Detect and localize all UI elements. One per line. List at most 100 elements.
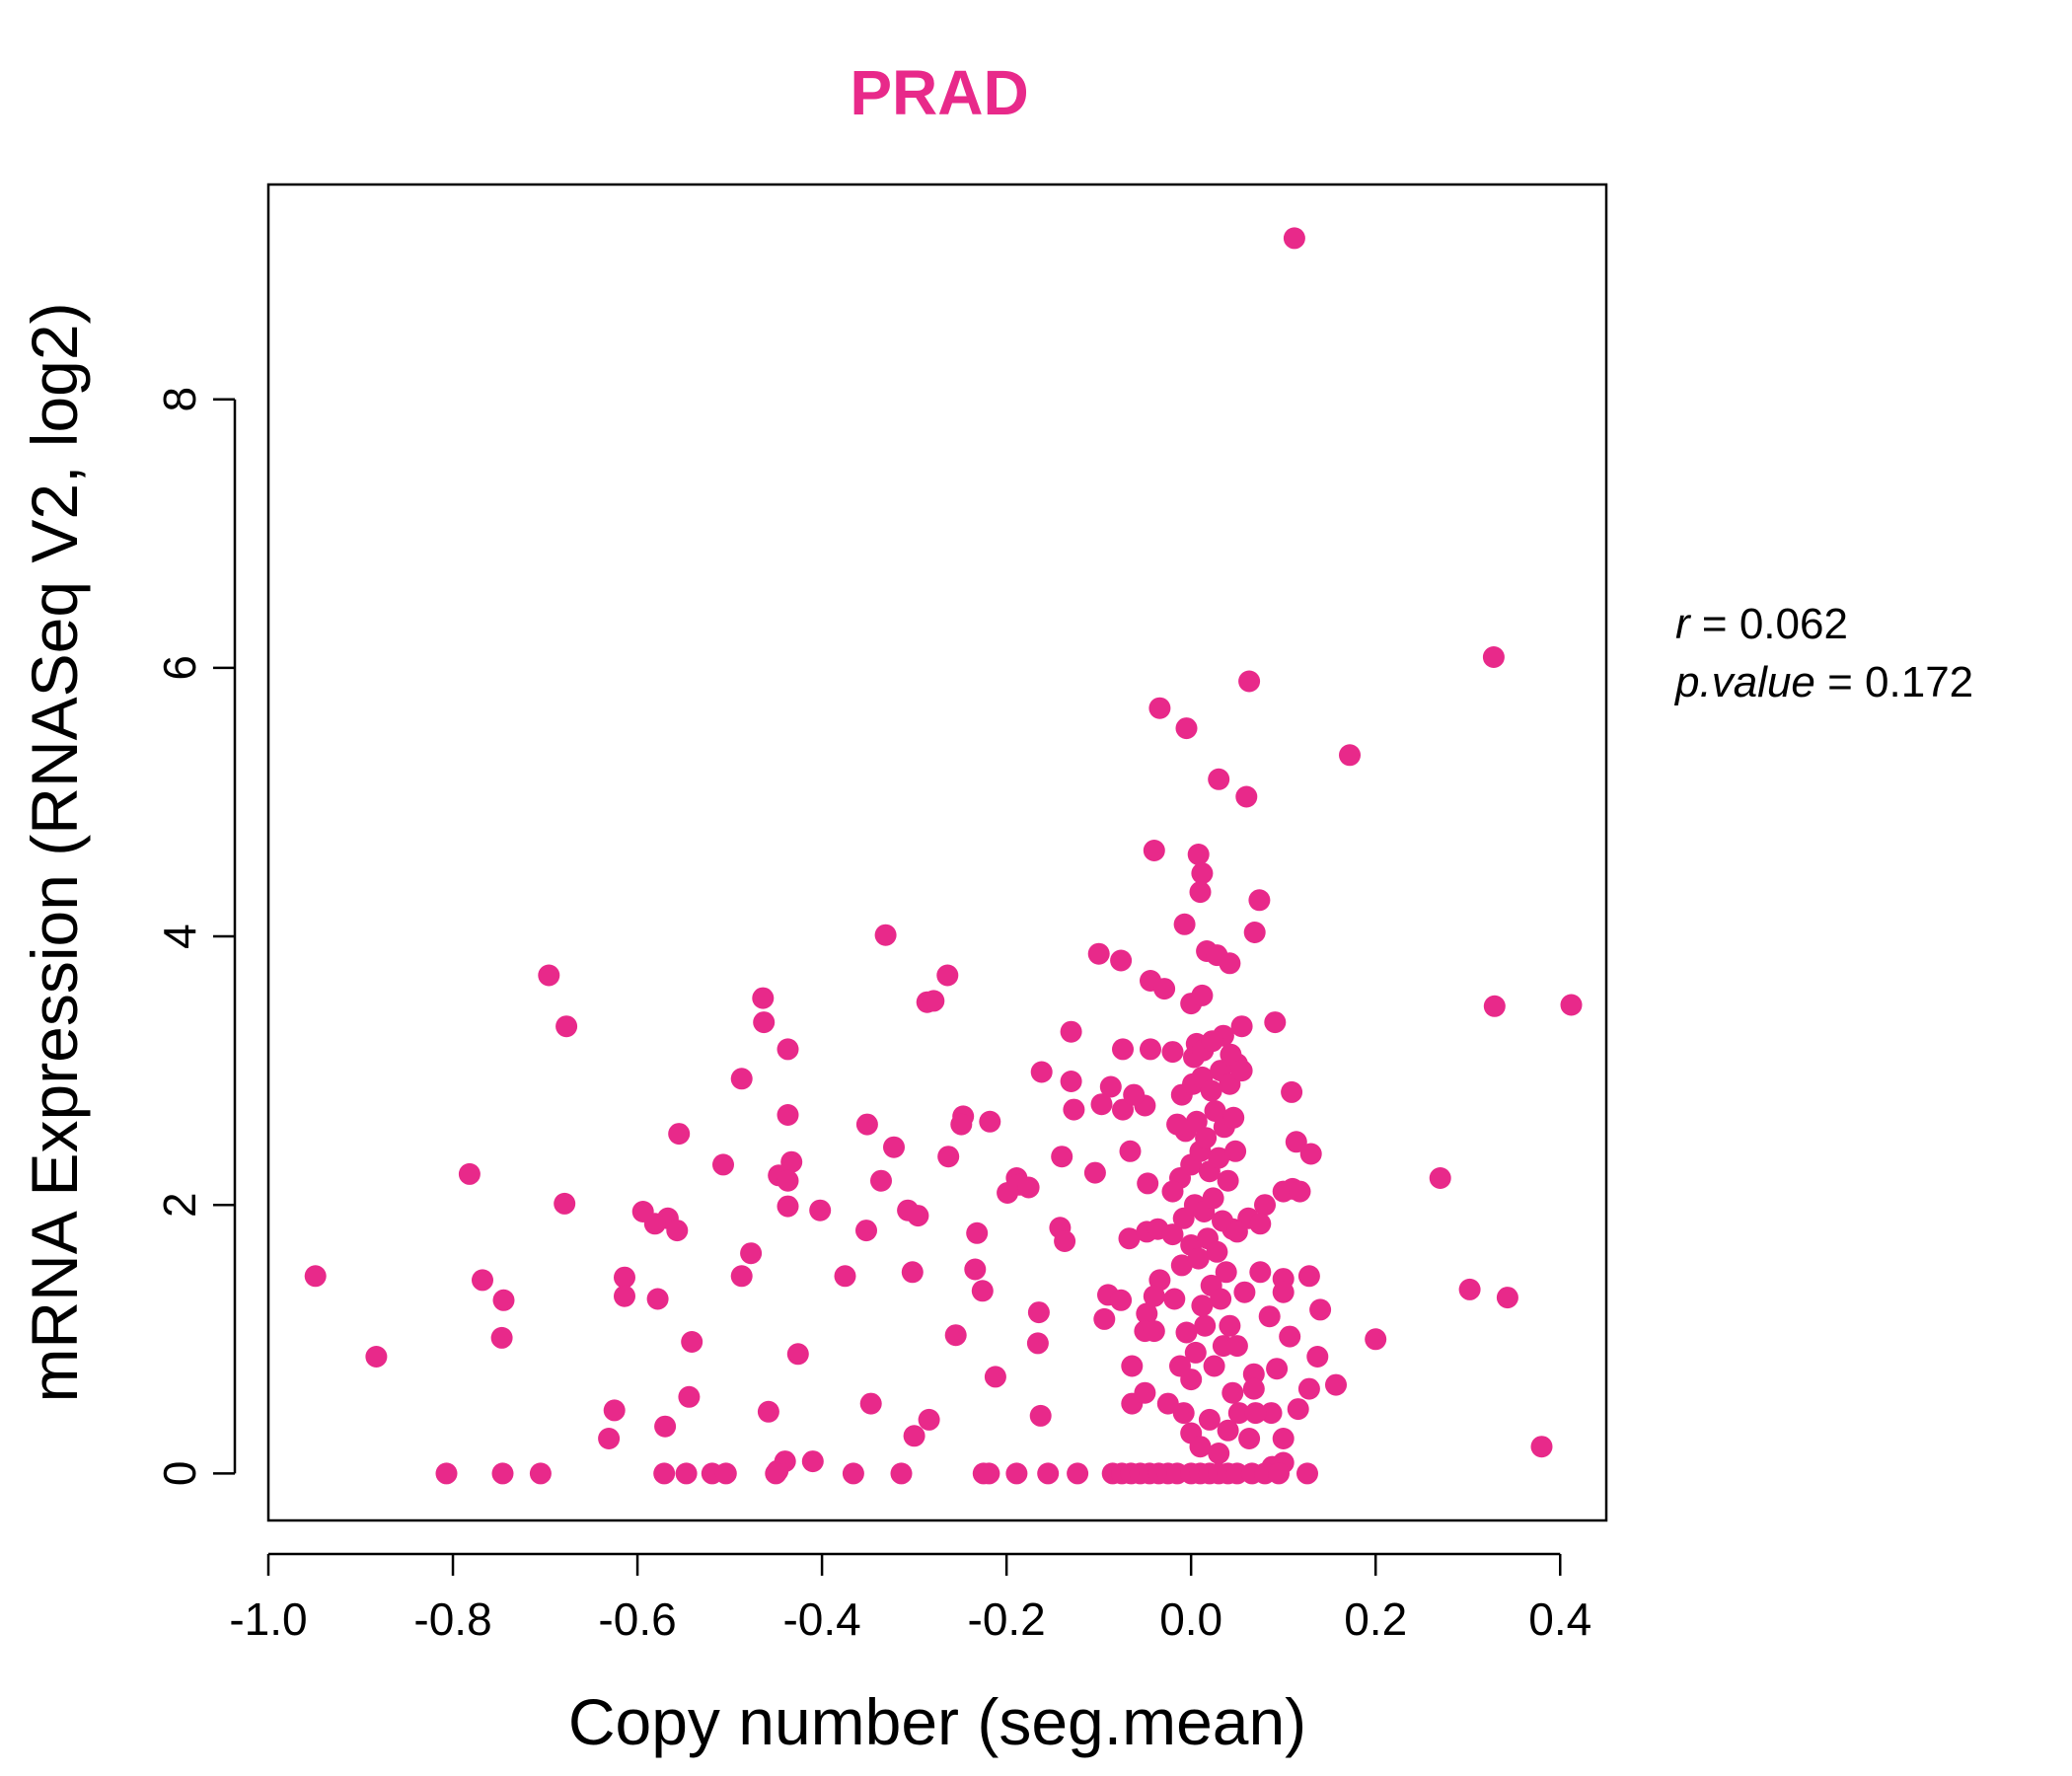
data-point <box>1143 840 1165 861</box>
r-equals: = <box>1690 600 1739 648</box>
data-point <box>1208 1147 1230 1169</box>
data-point <box>1153 978 1176 1000</box>
y-tick-label: 8 <box>154 387 205 412</box>
data-point <box>1210 1288 1232 1310</box>
data-point <box>1217 1419 1239 1442</box>
data-point <box>1496 1287 1518 1309</box>
data-point <box>859 1392 882 1415</box>
data-point <box>1458 1278 1481 1300</box>
data-point <box>681 1331 703 1353</box>
data-point <box>1220 1043 1242 1066</box>
data-point <box>801 1450 824 1473</box>
data-point <box>1243 922 1266 943</box>
data-point <box>1203 1355 1225 1377</box>
data-point <box>1260 1402 1283 1425</box>
data-point <box>1175 717 1198 740</box>
data-point <box>1272 1281 1295 1303</box>
data-point <box>1238 1428 1261 1449</box>
data-point <box>1054 1230 1076 1252</box>
data-point <box>757 1400 779 1423</box>
x-axis: -1.0 -0.8 -0.6 -0.4 -0.2 0.0 0.2 0.4 <box>229 1552 1591 1645</box>
data-point <box>1083 1161 1106 1184</box>
data-point <box>1233 1281 1256 1303</box>
data-point <box>1225 1221 1248 1243</box>
data-point <box>1163 1288 1186 1310</box>
data-point <box>1297 1377 1320 1400</box>
data-point <box>1230 1060 1253 1082</box>
data-point <box>1365 1328 1387 1351</box>
data-point <box>668 1123 691 1146</box>
data-point <box>1026 1332 1049 1355</box>
data-point <box>1118 1227 1141 1250</box>
data-point <box>1060 1020 1082 1043</box>
data-point <box>678 1385 701 1408</box>
data-point <box>874 924 897 946</box>
data-point <box>1296 1462 1318 1485</box>
data-point <box>1134 1381 1156 1404</box>
data-point <box>1143 1285 1165 1307</box>
data-points <box>304 227 1583 1485</box>
data-point <box>1249 1261 1272 1284</box>
y-tick-label: 4 <box>154 924 205 949</box>
data-point <box>1185 1110 1208 1133</box>
data-point <box>1221 1381 1244 1404</box>
data-point <box>1306 1346 1329 1368</box>
data-point <box>765 1462 787 1485</box>
data-point <box>1264 1011 1287 1034</box>
p-label: p.value <box>1673 658 1815 706</box>
data-point <box>1166 1113 1189 1136</box>
data-point <box>666 1220 689 1242</box>
data-point <box>730 1265 753 1288</box>
data-point <box>555 1015 578 1038</box>
data-point <box>890 1462 913 1485</box>
data-point <box>1482 646 1505 668</box>
data-point <box>984 1366 1006 1388</box>
data-point <box>491 1462 514 1485</box>
data-point <box>780 1150 803 1173</box>
data-point <box>675 1462 698 1485</box>
data-point <box>1258 1305 1281 1328</box>
data-point <box>614 1266 635 1289</box>
data-point <box>730 1068 753 1090</box>
data-point <box>1161 1223 1184 1246</box>
data-point <box>1161 1180 1184 1203</box>
data-point <box>1187 1247 1210 1270</box>
data-point <box>1087 942 1110 965</box>
data-point <box>777 1169 799 1192</box>
data-point <box>1208 768 1230 790</box>
data-point <box>1208 1443 1230 1464</box>
x-tick-label: 0.4 <box>1528 1593 1591 1645</box>
data-point <box>1244 1402 1267 1425</box>
data-point <box>1191 862 1214 885</box>
data-point <box>646 1288 669 1310</box>
data-point <box>1219 952 1241 975</box>
data-point <box>777 1104 799 1126</box>
data-point <box>777 1038 799 1061</box>
data-point <box>603 1399 626 1422</box>
data-point <box>1227 1402 1250 1425</box>
data-point <box>855 1220 877 1242</box>
x-tick-label: -0.8 <box>413 1593 491 1645</box>
data-point <box>950 1113 973 1136</box>
data-point <box>1112 1098 1134 1121</box>
data-point <box>1283 227 1305 250</box>
data-point <box>1249 1213 1272 1235</box>
data-point <box>614 1285 635 1307</box>
data-point <box>598 1428 621 1449</box>
data-point <box>1140 1038 1161 1061</box>
data-point <box>1204 1100 1226 1122</box>
data-point <box>1017 1176 1040 1199</box>
y-tick-label: 6 <box>154 655 205 681</box>
data-point <box>1339 744 1361 767</box>
data-point <box>1184 1341 1207 1364</box>
data-point <box>458 1162 481 1185</box>
data-point <box>809 1199 832 1221</box>
data-point <box>936 964 959 987</box>
x-tick-label: -0.2 <box>968 1593 1046 1645</box>
data-point <box>1217 1169 1239 1192</box>
data-point <box>901 1261 924 1284</box>
data-point <box>365 1346 388 1368</box>
data-point <box>1297 1265 1320 1288</box>
data-point <box>971 1280 994 1302</box>
